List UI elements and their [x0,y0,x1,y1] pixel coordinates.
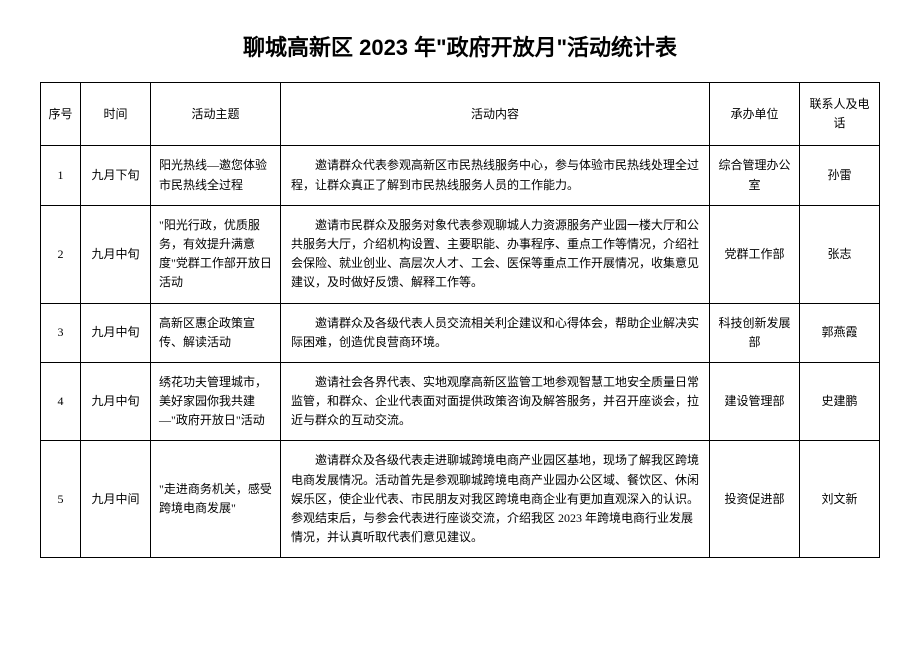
cell-dept: 党群工作部 [710,205,800,303]
cell-contact: 郭燕霞 [800,303,880,362]
page-title: 聊城高新区 2023 年"政府开放月"活动统计表 [40,30,880,62]
cell-topic: "阳光行政，优质服务，有效提升满意度"党群工作部开放日活动 [151,205,281,303]
cell-content: 邀请群众及各级代表人员交流相关利企建议和心得体会，帮助企业解决实际困难，创造优良… [281,303,710,362]
header-seq: 序号 [41,83,81,146]
cell-time: 九月下旬 [81,146,151,205]
cell-contact: 史建鹏 [800,362,880,441]
table-row: 3 九月中旬 高新区惠企政策宣传、解读活动 邀请群众及各级代表人员交流相关利企建… [41,303,880,362]
table-row: 4 九月中旬 绣花功夫管理城市，美好家园你我共建—"政府开放日"活动 邀请社会各… [41,362,880,441]
cell-content: 邀请群众及各级代表走进聊城跨境电商产业园区基地，现场了解我区跨境电商发展情况。活… [281,441,710,558]
table-row: 5 九月中间 "走进商务机关，感受跨境电商发展" 邀请群众及各级代表走进聊城跨境… [41,441,880,558]
cell-topic: 绣花功夫管理城市，美好家园你我共建—"政府开放日"活动 [151,362,281,441]
cell-content: 邀请社会各界代表、实地观摩高新区监管工地参观智慧工地安全质量日常监管，和群众、企… [281,362,710,441]
cell-time: 九月中旬 [81,205,151,303]
cell-contact: 孙雷 [800,146,880,205]
cell-seq: 5 [41,441,81,558]
cell-contact: 张志 [800,205,880,303]
cell-dept: 投资促进部 [710,441,800,558]
cell-time: 九月中旬 [81,362,151,441]
cell-time: 九月中旬 [81,303,151,362]
header-time: 时间 [81,83,151,146]
cell-content: 邀请群众代表参观高新区市民热线服务中心，参与体验市民热线处理全过程，让群众真正了… [281,146,710,205]
cell-seq: 2 [41,205,81,303]
table-row: 2 九月中旬 "阳光行政，优质服务，有效提升满意度"党群工作部开放日活动 邀请市… [41,205,880,303]
header-content: 活动内容 [281,83,710,146]
cell-topic: 阳光热线—邀您体验市民热线全过程 [151,146,281,205]
cell-seq: 4 [41,362,81,441]
cell-content: 邀请市民群众及服务对象代表参观聊城人力资源服务产业园一楼大厅和公共服务大厅，介绍… [281,205,710,303]
cell-contact: 刘文新 [800,441,880,558]
activity-table: 序号 时间 活动主题 活动内容 承办单位 联系人及电话 1 九月下旬 阳光热线—… [40,82,880,558]
table-header-row: 序号 时间 活动主题 活动内容 承办单位 联系人及电话 [41,83,880,146]
header-topic: 活动主题 [151,83,281,146]
cell-dept: 科技创新发展部 [710,303,800,362]
cell-topic: 高新区惠企政策宣传、解读活动 [151,303,281,362]
cell-seq: 3 [41,303,81,362]
cell-dept: 综合管理办公室 [710,146,800,205]
cell-topic: "走进商务机关，感受跨境电商发展" [151,441,281,558]
header-dept: 承办单位 [710,83,800,146]
cell-seq: 1 [41,146,81,205]
table-row: 1 九月下旬 阳光热线—邀您体验市民热线全过程 邀请群众代表参观高新区市民热线服… [41,146,880,205]
cell-dept: 建设管理部 [710,362,800,441]
header-contact: 联系人及电话 [800,83,880,146]
cell-time: 九月中间 [81,441,151,558]
